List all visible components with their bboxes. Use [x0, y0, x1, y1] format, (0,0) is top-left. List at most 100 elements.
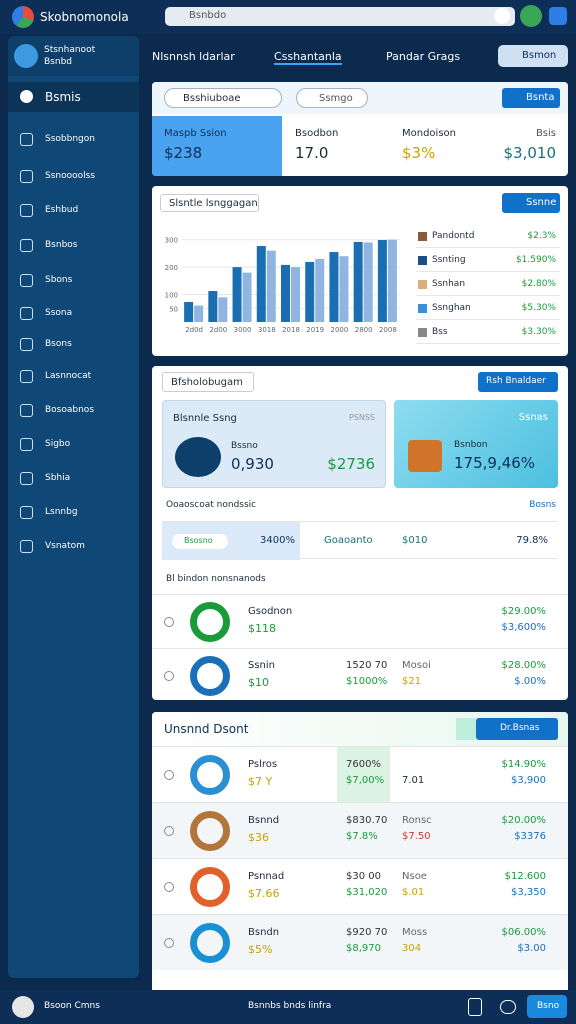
legend-swatch: [418, 328, 427, 337]
stat-cell: Mondoison $3%: [390, 116, 475, 176]
logo: [12, 6, 34, 28]
footer-text: Bsnnbs bnds linfra: [248, 1001, 332, 1011]
bar: [339, 256, 349, 322]
footer-icon[interactable]: [468, 998, 482, 1016]
row-cell: Mosoi: [402, 660, 431, 671]
bar: [387, 239, 397, 322]
summary-card: Bsshiuboae Ssmgo Bsnta Maspb Ssion $238 Bsodb…: [152, 82, 568, 176]
y-tick-label: 200: [165, 264, 178, 272]
row-icon: [190, 923, 230, 963]
nav-item[interactable]: Bsons: [8, 332, 139, 358]
primary-button[interactable]: Bsnta: [502, 88, 560, 108]
app-name: Skobnomonola: [40, 10, 129, 24]
row-cell: $7,00%: [346, 775, 385, 786]
footer-icon[interactable]: [500, 1000, 516, 1014]
nav-item[interactable]: Vsnatom: [8, 534, 139, 560]
nav-item[interactable]: Ssnoooolss: [8, 164, 139, 190]
legend-label: Pandontd: [432, 231, 475, 241]
nav-item[interactable]: Ssona: [8, 301, 139, 327]
tile-icon: [408, 440, 442, 472]
cell-highlight: [337, 747, 390, 803]
nav-icon: [20, 370, 33, 383]
list-row[interactable]: Ssnin $10 1520 70 $1000% Mosoi $21 $28.00% $.00…: [152, 648, 568, 702]
tile-badge: PSNSS: [348, 413, 375, 422]
row-icon: [190, 755, 230, 795]
nav-item[interactable]: Eshbud: [8, 198, 139, 224]
row-cell: 7600%: [346, 759, 381, 770]
nav-item[interactable]: Sbhia: [8, 466, 139, 492]
notif-icon[interactable]: [494, 8, 510, 24]
row-cell: $.01: [402, 887, 425, 898]
tab[interactable]: Csshantanla: [274, 50, 342, 65]
nav-item[interactable]: Bsmis: [8, 82, 139, 112]
bar: [194, 305, 204, 322]
list-row[interactable]: Pslros $7 Y 7600% $7,00% 7.01 $14.90% $3,900: [152, 746, 568, 803]
nav-label: Bsnbos: [45, 240, 78, 250]
chart-button[interactable]: Ssnne: [502, 193, 560, 213]
row-icon: [190, 811, 230, 851]
holdings-title: Unsnnd Dsont: [164, 722, 249, 736]
tab[interactable]: Nlsnnsh ldarlar: [152, 50, 235, 63]
nav-icon: [20, 338, 33, 351]
nav-item[interactable]: Lasnnocat: [8, 364, 139, 390]
radio: [164, 826, 174, 836]
nav-label: Ssnoooolss: [45, 171, 96, 181]
filter-dropdown[interactable]: Bsshiuboae: [164, 88, 282, 108]
tab-button[interactable]: Bsmon: [498, 45, 568, 67]
row-icon: [190, 656, 230, 696]
nav-label: Lsnnbg: [45, 507, 78, 517]
row-right: $29.00%: [501, 606, 547, 617]
nav-icon: [20, 438, 33, 451]
row-icon: [190, 602, 230, 642]
bar: [305, 261, 315, 322]
bar: [218, 297, 228, 322]
chart-title: Slsntle lsnggagan: [169, 198, 258, 209]
nav-icon: [20, 239, 33, 252]
row-cell: Ronsc: [402, 815, 432, 826]
sidebar: Stsnhanoot Bsnbd Bsmis Ssobbngon Ssnoooolss E…: [8, 36, 139, 978]
app-icon[interactable]: [549, 7, 567, 25]
nav-item[interactable]: Ssobbngon: [8, 127, 139, 153]
filter-label: Bsshiuboae: [183, 93, 241, 104]
button-label: Bsnta: [526, 92, 555, 103]
select-dropdown[interactable]: Ssmgo: [296, 88, 368, 108]
avatar[interactable]: [520, 5, 542, 27]
nav-label: Sigbo: [45, 439, 71, 449]
nav-item[interactable]: Lsnnbg: [8, 500, 139, 526]
legend-divider: [416, 319, 560, 320]
list-row[interactable]: Bsndn $5% $920 70 $8,970 Moss 304 $06.00% $3.00: [152, 914, 568, 970]
legend-swatch: [418, 304, 427, 313]
row-right: $3,350: [511, 887, 546, 898]
search-box[interactable]: Bsnbdo: [165, 7, 515, 26]
row-right: $3.00: [517, 943, 546, 954]
portfolio-button[interactable]: Rsh Bnaldaer: [478, 372, 558, 392]
y-tick-label: 300: [165, 237, 178, 245]
holdings-button[interactable]: Dr.Bsnas: [476, 718, 558, 740]
stat-label: Bsodbon: [295, 128, 339, 139]
nav-item[interactable]: Bosoabnos: [8, 398, 139, 424]
tile-sub: Bssno: [231, 441, 258, 451]
nav-item[interactable]: Bsnbos: [8, 233, 139, 259]
legend-value: $2.3%: [527, 231, 556, 241]
tile: Blsnnle Ssng PSNSS Bssno 0,930 $2736: [162, 400, 386, 488]
nav-item[interactable]: Sbons: [8, 268, 139, 294]
nav-item[interactable]: Sigbo: [8, 432, 139, 458]
nav-icon: [20, 307, 33, 320]
row-cell: Nsoe: [402, 871, 427, 882]
list-row[interactable]: Bsnnd $36 $830.70 $7.8% Ronsc $7.50 $20.00% $33…: [152, 802, 568, 858]
stat-cell: Bsodbon 17.0: [283, 116, 390, 176]
nav-label: Sbhia: [45, 473, 71, 483]
legend-divider: [416, 295, 560, 296]
subsection-label: Bl bindon nonsnanods: [166, 574, 266, 584]
list-row[interactable]: Gsodnon $118 $29.00% $3,600%: [152, 594, 568, 648]
header-avatar: [14, 44, 38, 68]
nav-icon: [20, 540, 33, 553]
legend-label: Bss: [432, 327, 448, 337]
bar: [281, 264, 290, 322]
footer-button[interactable]: Bsno: [527, 995, 567, 1018]
tab[interactable]: Pandar Grags: [386, 50, 461, 63]
nav-icon: [20, 90, 33, 103]
x-tick-label: 2008: [379, 326, 397, 334]
list-row[interactable]: Psnnad $7.66 $30 00 $31,020 Nsoe $.01 $12.600 $…: [152, 858, 568, 914]
